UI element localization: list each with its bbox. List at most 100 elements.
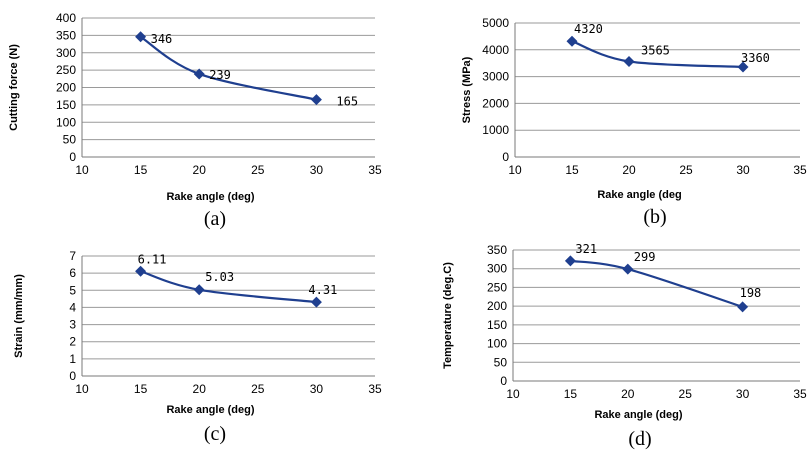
chart-d: 0 50 100 150 200 250 300 350 10 15 20 25 30 35 Rake an… <box>442 242 807 421</box>
xtick-a-4: 30 <box>310 163 324 177</box>
point-c-0 <box>135 265 147 277</box>
ytick-a-4: 200 <box>56 81 76 95</box>
ytick-d-6: 300 <box>487 262 507 276</box>
xtick-a-5: 35 <box>368 163 382 177</box>
ytick-b-5: 5000 <box>482 16 509 30</box>
ytick-a-8: 400 <box>56 11 76 25</box>
caption-d: (d) <box>628 428 652 450</box>
xlabel-c: Rake angle (deg) <box>166 404 254 416</box>
data-label-a-2: 165 <box>336 95 358 109</box>
ytick-a-2: 100 <box>56 115 76 129</box>
xtick-b-5: 35 <box>793 163 807 177</box>
caption-b: (b) <box>643 206 667 228</box>
chart-b: 0 1000 2000 3000 4000 5000 10 15 20 25 30 35 Rake an… <box>0 0 810 210</box>
xlabel-d: Rake angle (deg) <box>594 409 682 421</box>
point-a-0 <box>135 31 147 43</box>
xtick-d-4: 30 <box>736 387 750 401</box>
chart-c-svg: 0 1 2 3 4 5 6 7 10 15 20 25 30 35 Rake angle (deg) Stra… <box>13 249 382 416</box>
point-d-1 <box>622 263 634 275</box>
xtick-d-1: 15 <box>564 387 578 401</box>
chart-a-svg: 0 50 100 150 200 250 300 350 400 10 15 20 25 30 35 Rake… <box>8 11 382 203</box>
data-label-c-1: 5.03 <box>205 270 234 284</box>
ytick-a-0: 0 <box>69 150 76 164</box>
ytick-c-1: 1 <box>69 352 76 366</box>
data-label-d-1: 299 <box>634 250 656 264</box>
ytick-b-1: 1000 <box>482 123 509 137</box>
ytick-b-3: 3000 <box>482 70 509 84</box>
ytick-a-7: 350 <box>56 28 76 42</box>
ytick-a-5: 250 <box>56 63 76 77</box>
ytick-d-5: 250 <box>487 280 507 294</box>
xtick-c-3: 25 <box>251 382 265 396</box>
ytick-c-0: 0 <box>69 369 76 383</box>
xtick-b-2: 20 <box>622 163 636 177</box>
ytick-d-0: 0 <box>500 374 507 388</box>
ytick-d-7: 350 <box>487 243 507 257</box>
series-line-d <box>570 259 743 308</box>
point-a-1 <box>193 68 205 80</box>
caption-a: (a) <box>203 208 227 230</box>
ytick-c-6: 6 <box>69 266 76 280</box>
xtick-a-1: 15 <box>134 163 148 177</box>
ytick-b-4: 4000 <box>482 43 509 57</box>
ylabel-b: Stress (MPa) <box>461 56 473 123</box>
xlabel-a: Rake angle (deg) <box>166 191 254 203</box>
chart-a: 0 50 100 150 200 250 300 350 400 10 15 20 25 30 35 Rake… <box>0 0 405 210</box>
ytick-c-4: 4 <box>69 300 76 314</box>
xtick-d-2: 20 <box>621 387 635 401</box>
xtick-b-0: 10 <box>508 163 522 177</box>
data-label-b-1: 3565 <box>641 43 670 57</box>
xtick-a-0: 10 <box>75 163 89 177</box>
xtick-c-5: 35 <box>368 382 382 396</box>
xtick-b-4: 30 <box>736 163 750 177</box>
ytick-d-4: 200 <box>487 299 507 313</box>
data-label-c-0: 6.11 <box>138 252 167 266</box>
ytick-c-2: 2 <box>69 335 76 349</box>
point-d-0 <box>564 255 576 267</box>
xtick-d-5: 35 <box>793 387 807 401</box>
point-c-1 <box>193 284 205 296</box>
ylabel-d: Temperature (deg.C) <box>442 262 454 369</box>
xtick-c-1: 15 <box>134 382 148 396</box>
xtick-a-3: 25 <box>251 163 265 177</box>
data-label-a-0: 346 <box>151 32 173 46</box>
xtick-d-3: 25 <box>679 387 693 401</box>
ytick-d-2: 100 <box>487 337 507 351</box>
ytick-b-0: 0 <box>502 150 509 164</box>
caption-c: (c) <box>203 423 227 445</box>
xtick-a-2: 20 <box>193 163 207 177</box>
ytick-d-3: 150 <box>487 318 507 332</box>
xtick-c-4: 30 <box>310 382 324 396</box>
ylabel-c: Strain (mm/mm) <box>13 274 25 358</box>
data-label-d-2: 198 <box>740 286 762 300</box>
ytick-a-3: 150 <box>56 98 76 112</box>
xtick-b-3: 25 <box>679 163 693 177</box>
ytick-c-7: 7 <box>69 249 76 263</box>
data-label-b-2: 3360 <box>741 51 770 65</box>
point-c-2 <box>310 296 322 308</box>
point-b-2 <box>737 61 749 73</box>
ytick-c-5: 5 <box>69 283 76 297</box>
ytick-a-6: 300 <box>56 46 76 60</box>
xtick-b-1: 15 <box>565 163 579 177</box>
xlabel-b: Rake angle (deg <box>597 189 681 201</box>
xtick-d-0: 10 <box>506 387 520 401</box>
ytick-d-1: 50 <box>494 355 508 369</box>
chart-b-svg: 0 1000 2000 3000 4000 5000 10 15 20 25 30 35 Rake an… <box>461 16 807 201</box>
point-b-0 <box>566 35 578 47</box>
data-label-a-1: 239 <box>209 68 231 82</box>
point-d-2 <box>737 301 749 313</box>
ylabel-a: Cutting force (N) <box>8 44 20 131</box>
ytick-b-2: 2000 <box>482 96 509 110</box>
data-label-d-0: 321 <box>575 242 597 256</box>
chart-c: 0 1 2 3 4 5 6 7 10 15 20 25 30 35 Rake angle (deg) Stra… <box>0 0 405 430</box>
ytick-c-3: 3 <box>69 318 76 332</box>
ytick-a-1: 50 <box>63 133 77 147</box>
point-b-1 <box>623 55 635 67</box>
data-label-c-2: 4.31 <box>308 283 337 297</box>
point-a-2 <box>310 94 322 106</box>
chart-d-svg: 0 50 100 150 200 250 300 350 10 15 20 25 30 35 Rake an… <box>442 242 807 421</box>
data-label-b-0: 4320 <box>574 22 603 36</box>
xtick-c-2: 20 <box>193 382 207 396</box>
xtick-c-0: 10 <box>75 382 89 396</box>
